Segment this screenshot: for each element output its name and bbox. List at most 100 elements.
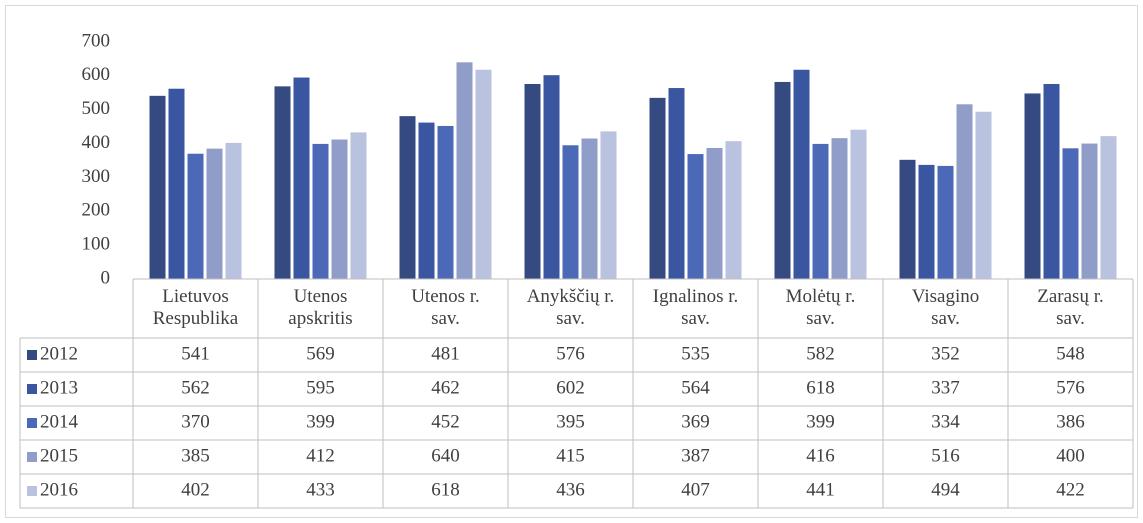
y-tick-label: 700 — [82, 30, 111, 51]
bar — [899, 159, 916, 279]
table-value: 516 — [931, 445, 960, 466]
bar — [581, 138, 598, 279]
table-value: 595 — [306, 377, 335, 398]
y-tick-label: 500 — [82, 98, 111, 119]
bar — [1081, 143, 1098, 279]
category-label: Anykščių r. sav. — [526, 286, 615, 329]
bar — [975, 111, 992, 279]
table-value: 618 — [431, 479, 460, 500]
y-tick-label: 100 — [82, 234, 111, 255]
bar — [168, 88, 185, 279]
legend-label: 2016 — [40, 479, 78, 500]
bar — [793, 69, 810, 280]
table-value: 562 — [181, 377, 210, 398]
bar — [956, 104, 973, 279]
table-value: 415 — [556, 445, 585, 466]
table-value: 582 — [806, 343, 835, 364]
table-value: 541 — [181, 343, 210, 364]
bar — [274, 86, 291, 279]
legend-label: 2012 — [40, 343, 78, 364]
bar — [543, 75, 560, 280]
table-value: 407 — [681, 479, 710, 500]
bar — [600, 131, 617, 279]
table-value: 462 — [431, 377, 460, 398]
category-label: Molėtų r. sav. — [785, 286, 856, 329]
category-label: Lietuvos Respublika — [152, 286, 239, 329]
bar — [293, 77, 310, 279]
legend-label: 2015 — [40, 445, 78, 466]
table-value: 564 — [681, 377, 710, 398]
category-label: Utenos apskritis — [288, 286, 353, 329]
table-value: 452 — [431, 411, 460, 432]
bar — [774, 81, 791, 279]
bar — [350, 132, 367, 279]
table-value: 386 — [1056, 411, 1085, 432]
bar — [225, 142, 242, 279]
bar — [437, 125, 454, 279]
bar — [418, 122, 435, 279]
bar — [725, 141, 742, 279]
legend-label: 2013 — [40, 377, 78, 398]
table-value: 602 — [556, 377, 585, 398]
bar — [331, 139, 348, 279]
bar — [206, 148, 223, 279]
bar — [399, 116, 416, 279]
table-value: 433 — [306, 479, 335, 500]
bar — [475, 69, 492, 280]
bar — [524, 83, 541, 280]
bar — [831, 138, 848, 279]
bar — [668, 88, 685, 279]
y-tick-label: 400 — [82, 132, 111, 153]
bar — [456, 62, 473, 279]
bar — [1024, 93, 1041, 279]
table-value: 370 — [181, 411, 210, 432]
table-value: 399 — [806, 411, 835, 432]
table-value: 337 — [931, 377, 960, 398]
table-value: 441 — [806, 479, 835, 500]
table-value: 369 — [681, 411, 710, 432]
table-value: 385 — [181, 445, 210, 466]
table-value: 548 — [1056, 343, 1085, 364]
legend-label: 2014 — [40, 411, 79, 432]
frame — [5, 5, 1138, 518]
table-value: 569 — [306, 343, 335, 364]
table-value: 399 — [306, 411, 335, 432]
table-value: 535 — [681, 343, 710, 364]
table-value: 416 — [806, 445, 835, 466]
bar — [649, 97, 666, 279]
category-label: Visagino sav. — [911, 286, 980, 329]
legend-swatch — [27, 452, 37, 462]
table-value: 352 — [931, 343, 960, 364]
bar — [812, 143, 829, 279]
y-tick-label: 200 — [82, 200, 111, 221]
bar — [1062, 148, 1079, 279]
legend-swatch — [27, 418, 37, 428]
bar — [687, 154, 704, 279]
table-value: 618 — [806, 377, 835, 398]
table-value: 576 — [556, 343, 585, 364]
category-label: Ignalinos r. sav. — [652, 286, 739, 329]
category-label: Utenos r. sav. — [411, 286, 480, 329]
bar — [187, 153, 204, 279]
table-value: 334 — [931, 411, 960, 432]
table-value: 436 — [556, 479, 585, 500]
bar — [918, 164, 935, 279]
y-tick-label: 300 — [82, 166, 111, 187]
bar — [850, 129, 867, 279]
category-label: Zarasų r. sav. — [1037, 286, 1104, 329]
table-value: 640 — [431, 445, 460, 466]
bar — [562, 145, 579, 279]
table-value: 494 — [931, 479, 960, 500]
bar — [1043, 83, 1060, 280]
legend-swatch — [27, 486, 37, 496]
table-value: 395 — [556, 411, 585, 432]
bar — [1100, 136, 1117, 279]
bar — [149, 95, 166, 279]
bar — [312, 143, 329, 279]
y-tick-label: 600 — [82, 64, 111, 85]
table-value: 402 — [181, 479, 210, 500]
legend-swatch — [27, 384, 37, 394]
table-value: 422 — [1056, 479, 1085, 500]
